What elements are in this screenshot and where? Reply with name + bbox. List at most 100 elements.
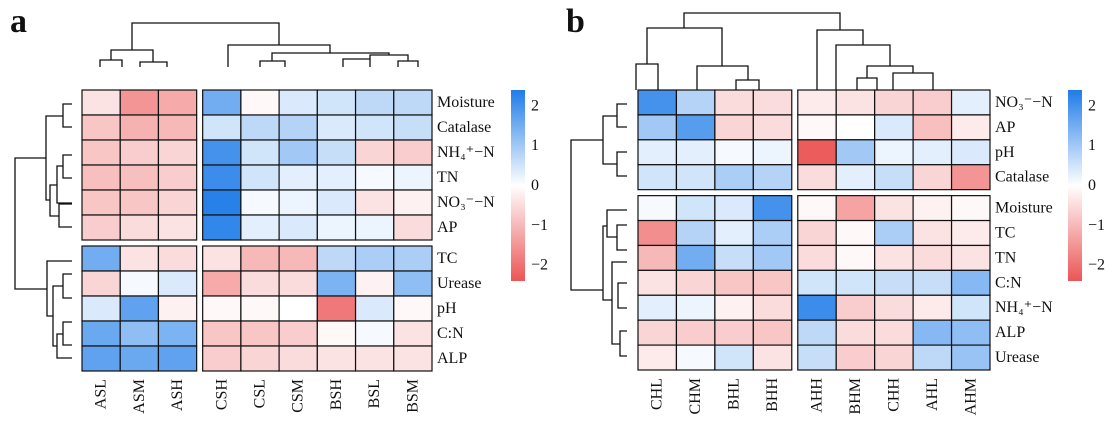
- heatmap-cell-a-7-5: [278, 270, 318, 297]
- heatmap-cell-a-8-3: [202, 295, 242, 322]
- heatmap-cell-b-8-1: [675, 294, 716, 321]
- heatmap-cell-a-8-1: [119, 295, 160, 322]
- heatmap-cells-a: [81, 89, 433, 372]
- heatmap-cell-a-6-1: [119, 245, 160, 272]
- heatmap-cell-a-5-0: [81, 214, 121, 241]
- heatmap-cell-a-9-6: [316, 320, 357, 347]
- heatmap-cell-a-3-2: [157, 164, 198, 191]
- heatmap-cell-b-2-2: [714, 139, 754, 166]
- colorbar-gradient-a: [511, 90, 525, 281]
- heatmap-cell-b-10-7: [912, 344, 953, 371]
- row-dendrogram-a: [14, 103, 72, 359]
- row-label-b-0: NO₃⁻−N: [995, 94, 1053, 111]
- heatmap-cell-a-6-3: [202, 245, 242, 272]
- heatmap-cell-b-3-5: [835, 164, 876, 191]
- heatmap-cell-b-6-1: [675, 244, 716, 271]
- row-label-a-8: pH: [437, 300, 457, 317]
- heatmap-cell-b-3-0: [637, 164, 678, 191]
- heatmap-cell-b-0-0: [637, 89, 678, 116]
- row-label-a-0: Moisture: [437, 94, 495, 111]
- heatmap-cell-b-8-8: [950, 294, 991, 321]
- colorbar-tick-a-3: −1: [531, 217, 548, 234]
- heatmap-cell-b-7-0: [637, 269, 678, 296]
- heatmap-cell-b-9-7: [912, 319, 953, 346]
- colorbar-tick-b-1: 1: [1088, 137, 1096, 154]
- heatmap-cell-b-5-1: [675, 219, 716, 247]
- row-label-b-6: TN: [995, 249, 1017, 266]
- colorbar-tick-a-4: −2: [531, 257, 548, 274]
- heatmap-cell-a-3-4: [240, 164, 280, 191]
- row-label-b-7: C:N: [995, 274, 1022, 291]
- heatmap-cell-a-9-7: [354, 320, 395, 347]
- heatmap-cell-b-6-4: [797, 244, 837, 271]
- column-label-a-1: ASM: [131, 379, 148, 414]
- heatmap-cell-a-10-8: [393, 345, 433, 372]
- heatmap-cell-b-7-5: [835, 269, 876, 296]
- heatmap-cell-a-3-6: [316, 164, 357, 191]
- heatmap-cell-a-1-0: [81, 114, 121, 141]
- heatmap-cell-b-9-6: [874, 319, 914, 346]
- row-label-b-2: pH: [995, 144, 1015, 161]
- heatmap-cell-b-4-1: [675, 195, 716, 222]
- heatmap-cell-b-1-7: [912, 114, 953, 141]
- heatmap-cell-b-3-7: [912, 164, 953, 191]
- heatmap-cell-a-4-5: [278, 189, 318, 216]
- heatmap-cell-a-7-1: [119, 270, 160, 297]
- heatmap-cell-b-8-4: [797, 294, 837, 321]
- heatmap-cell-b-5-2: [714, 219, 754, 247]
- heatmap-cell-a-8-7: [354, 295, 395, 322]
- heatmap-cell-b-5-5: [835, 219, 876, 247]
- heatmap-cell-b-9-8: [950, 319, 991, 346]
- heatmap-cell-b-8-0: [637, 294, 678, 321]
- row-label-b-10: Urease: [995, 349, 1039, 366]
- heatmap-cell-a-9-3: [202, 320, 242, 347]
- column-labels-a: ASL ASM ASH CSH CSL CSM BSH BSL BSM: [93, 379, 422, 414]
- heatmap-cell-b-6-2: [714, 244, 754, 271]
- heatmap-cell-b-3-2: [714, 164, 754, 191]
- heatmap-cell-b-2-4: [797, 139, 837, 166]
- heatmap-cell-a-5-4: [240, 214, 280, 241]
- heatmap-cell-b-1-6: [874, 114, 914, 141]
- heatmap-cell-a-2-0: [81, 139, 121, 166]
- heatmap-cell-a-5-1: [119, 214, 160, 241]
- heatmap-cell-b-6-5: [835, 244, 876, 271]
- heatmap-cell-b-1-4: [797, 114, 837, 141]
- heatmap-cell-b-5-7: [912, 219, 953, 247]
- heatmap-cell-a-6-0: [81, 245, 121, 272]
- column-label-b-7: AHL: [924, 378, 941, 411]
- heatmap-cell-b-10-4: [797, 344, 837, 371]
- column-label-b-1: CHM: [687, 378, 704, 414]
- row-label-a-2: NH₄⁺−N: [437, 144, 495, 161]
- heatmap-cell-b-4-4: [797, 195, 837, 222]
- row-dendrogram-b: [570, 103, 627, 357]
- heatmap-cell-a-1-4: [240, 114, 280, 141]
- heatmap-cell-a-9-8: [393, 320, 433, 347]
- column-labels-b: CHL CHM BHL BHH AHH BHM CHH AHL AHM: [649, 378, 980, 416]
- heatmap-cell-b-8-5: [835, 294, 876, 321]
- heatmap-cell-a-9-2: [157, 320, 198, 347]
- heatmap-cell-a-2-3: [202, 139, 242, 166]
- column-label-a-5: CSM: [290, 379, 307, 413]
- heatmap-cell-b-10-6: [874, 344, 914, 371]
- colorbar-tick-a-0: 2: [531, 97, 539, 114]
- column-dendrogram-a: [99, 22, 419, 67]
- heatmap-cell-b-5-3: [752, 219, 793, 247]
- heatmap-cell-a-1-2: [157, 114, 198, 141]
- heatmap-cell-a-2-1: [119, 139, 160, 166]
- heatmap-cell-b-3-1: [675, 164, 716, 191]
- heatmap-cell-b-6-6: [874, 244, 914, 271]
- heatmap-cell-b-10-5: [835, 344, 876, 371]
- heatmap-cell-b-3-8: [950, 164, 991, 191]
- heatmap-cell-b-5-0: [637, 219, 678, 247]
- row-label-a-4: NO₃⁻−N: [437, 194, 495, 211]
- heatmap-cell-a-6-5: [278, 245, 318, 272]
- heatmap-cell-a-5-3: [202, 214, 242, 241]
- column-label-b-0: CHL: [649, 378, 666, 410]
- colorbar-a: 2 1 0 −1 −2: [511, 90, 548, 281]
- heatmap-cell-a-6-4: [240, 245, 280, 272]
- heatmap-cell-a-4-7: [354, 189, 395, 216]
- heatmap-cell-b-2-6: [874, 139, 914, 166]
- heatmap-cell-b-4-6: [874, 195, 914, 222]
- heatmap-cell-b-9-5: [835, 319, 876, 346]
